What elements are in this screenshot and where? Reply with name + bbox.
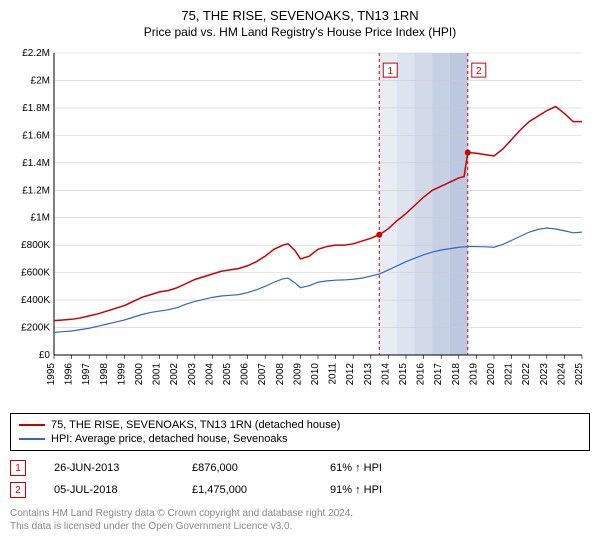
svg-text:2017: 2017 xyxy=(433,363,444,386)
footer-line-2: This data is licensed under the Open Gov… xyxy=(10,520,590,533)
legend-label: 75, THE RISE, SEVENOAKS, TN13 1RN (detac… xyxy=(51,419,340,431)
legend: 75, THE RISE, SEVENOAKS, TN13 1RN (detac… xyxy=(10,413,590,451)
svg-text:£1.4M: £1.4M xyxy=(22,158,50,169)
svg-text:2020: 2020 xyxy=(486,363,497,386)
transaction-marker: 2 xyxy=(10,482,26,498)
legend-item: HPI: Average price, detached house, Seve… xyxy=(19,432,581,446)
svg-text:2021: 2021 xyxy=(504,363,515,386)
transaction-row: 2 05-JUL-2018 £1,475,000 91% ↑ HPI xyxy=(10,479,590,501)
transaction-hpi: 91% ↑ HPI xyxy=(330,484,440,496)
svg-text:1997: 1997 xyxy=(81,363,92,386)
svg-text:£400K: £400K xyxy=(21,295,50,306)
transaction-table: 1 26-JUN-2013 £876,000 61% ↑ HPI 2 05-JUL-201… xyxy=(10,457,590,501)
svg-text:2011: 2011 xyxy=(328,363,339,385)
footer-line-1: Contains HM Land Registry data © Crown c… xyxy=(10,507,590,520)
svg-text:2008: 2008 xyxy=(275,363,286,386)
transaction-date: 26-JUN-2013 xyxy=(54,462,164,474)
transaction-date: 05-JUL-2018 xyxy=(54,484,164,496)
transaction-hpi: 61% ↑ HPI xyxy=(330,462,440,474)
svg-text:£1.2M: £1.2M xyxy=(22,185,50,196)
svg-text:1999: 1999 xyxy=(116,363,127,386)
svg-text:£600K: £600K xyxy=(21,268,50,279)
chart-subtitle: Price paid vs. HM Land Registry's House … xyxy=(10,25,590,39)
transaction-price: £1,475,000 xyxy=(192,484,302,496)
svg-text:2013: 2013 xyxy=(363,363,374,386)
svg-text:£2.2M: £2.2M xyxy=(22,48,50,59)
svg-text:2015: 2015 xyxy=(398,363,409,386)
svg-text:2009: 2009 xyxy=(292,363,303,386)
svg-text:1996: 1996 xyxy=(64,363,75,386)
svg-text:1998: 1998 xyxy=(99,363,110,386)
chart-plot: £0 £200K £400K £600K £800K £1M £1.2M £1.4M £1.6M… xyxy=(10,47,590,407)
svg-text:£1.8M: £1.8M xyxy=(22,103,50,114)
attribution-footer: Contains HM Land Registry data © Crown c… xyxy=(10,507,590,533)
svg-text:£1M: £1M xyxy=(31,213,50,224)
svg-text:£200K: £200K xyxy=(21,323,50,334)
svg-text:£800K: £800K xyxy=(21,240,50,251)
legend-label: HPI: Average price, detached house, Seve… xyxy=(51,433,287,445)
svg-text:2019: 2019 xyxy=(468,363,479,386)
legend-item: 75, THE RISE, SEVENOAKS, TN13 1RN (detac… xyxy=(19,418,581,432)
svg-text:2016: 2016 xyxy=(416,363,427,386)
legend-swatch xyxy=(19,438,45,440)
svg-text:£2M: £2M xyxy=(31,75,50,86)
svg-text:2002: 2002 xyxy=(169,363,180,386)
svg-text:2005: 2005 xyxy=(222,363,233,386)
svg-text:£1.6M: £1.6M xyxy=(22,130,50,141)
chart-title: 75, THE RISE, SEVENOAKS, TN13 1RN xyxy=(10,8,590,23)
svg-text:1995: 1995 xyxy=(46,363,57,386)
svg-text:2006: 2006 xyxy=(240,363,251,386)
svg-text:2025: 2025 xyxy=(574,363,585,386)
svg-text:2003: 2003 xyxy=(187,363,198,386)
svg-text:2024: 2024 xyxy=(556,363,567,386)
svg-text:1: 1 xyxy=(387,66,393,77)
svg-text:2018: 2018 xyxy=(451,363,462,386)
svg-text:2023: 2023 xyxy=(539,363,550,386)
svg-text:2: 2 xyxy=(476,66,482,77)
transaction-row: 1 26-JUN-2013 £876,000 61% ↑ HPI xyxy=(10,457,590,479)
svg-text:2012: 2012 xyxy=(345,363,356,386)
transaction-price: £876,000 xyxy=(192,462,302,474)
svg-text:2001: 2001 xyxy=(152,363,163,386)
svg-text:2022: 2022 xyxy=(521,363,532,386)
svg-text:£0: £0 xyxy=(39,350,51,361)
svg-text:2010: 2010 xyxy=(310,363,321,386)
transaction-marker: 1 xyxy=(10,460,26,476)
svg-text:2014: 2014 xyxy=(380,363,391,386)
svg-text:2004: 2004 xyxy=(204,363,215,386)
legend-swatch xyxy=(19,424,45,426)
svg-text:2000: 2000 xyxy=(134,363,145,386)
svg-text:2007: 2007 xyxy=(257,363,268,386)
chart-container: 75, THE RISE, SEVENOAKS, TN13 1RN Price … xyxy=(0,0,600,539)
